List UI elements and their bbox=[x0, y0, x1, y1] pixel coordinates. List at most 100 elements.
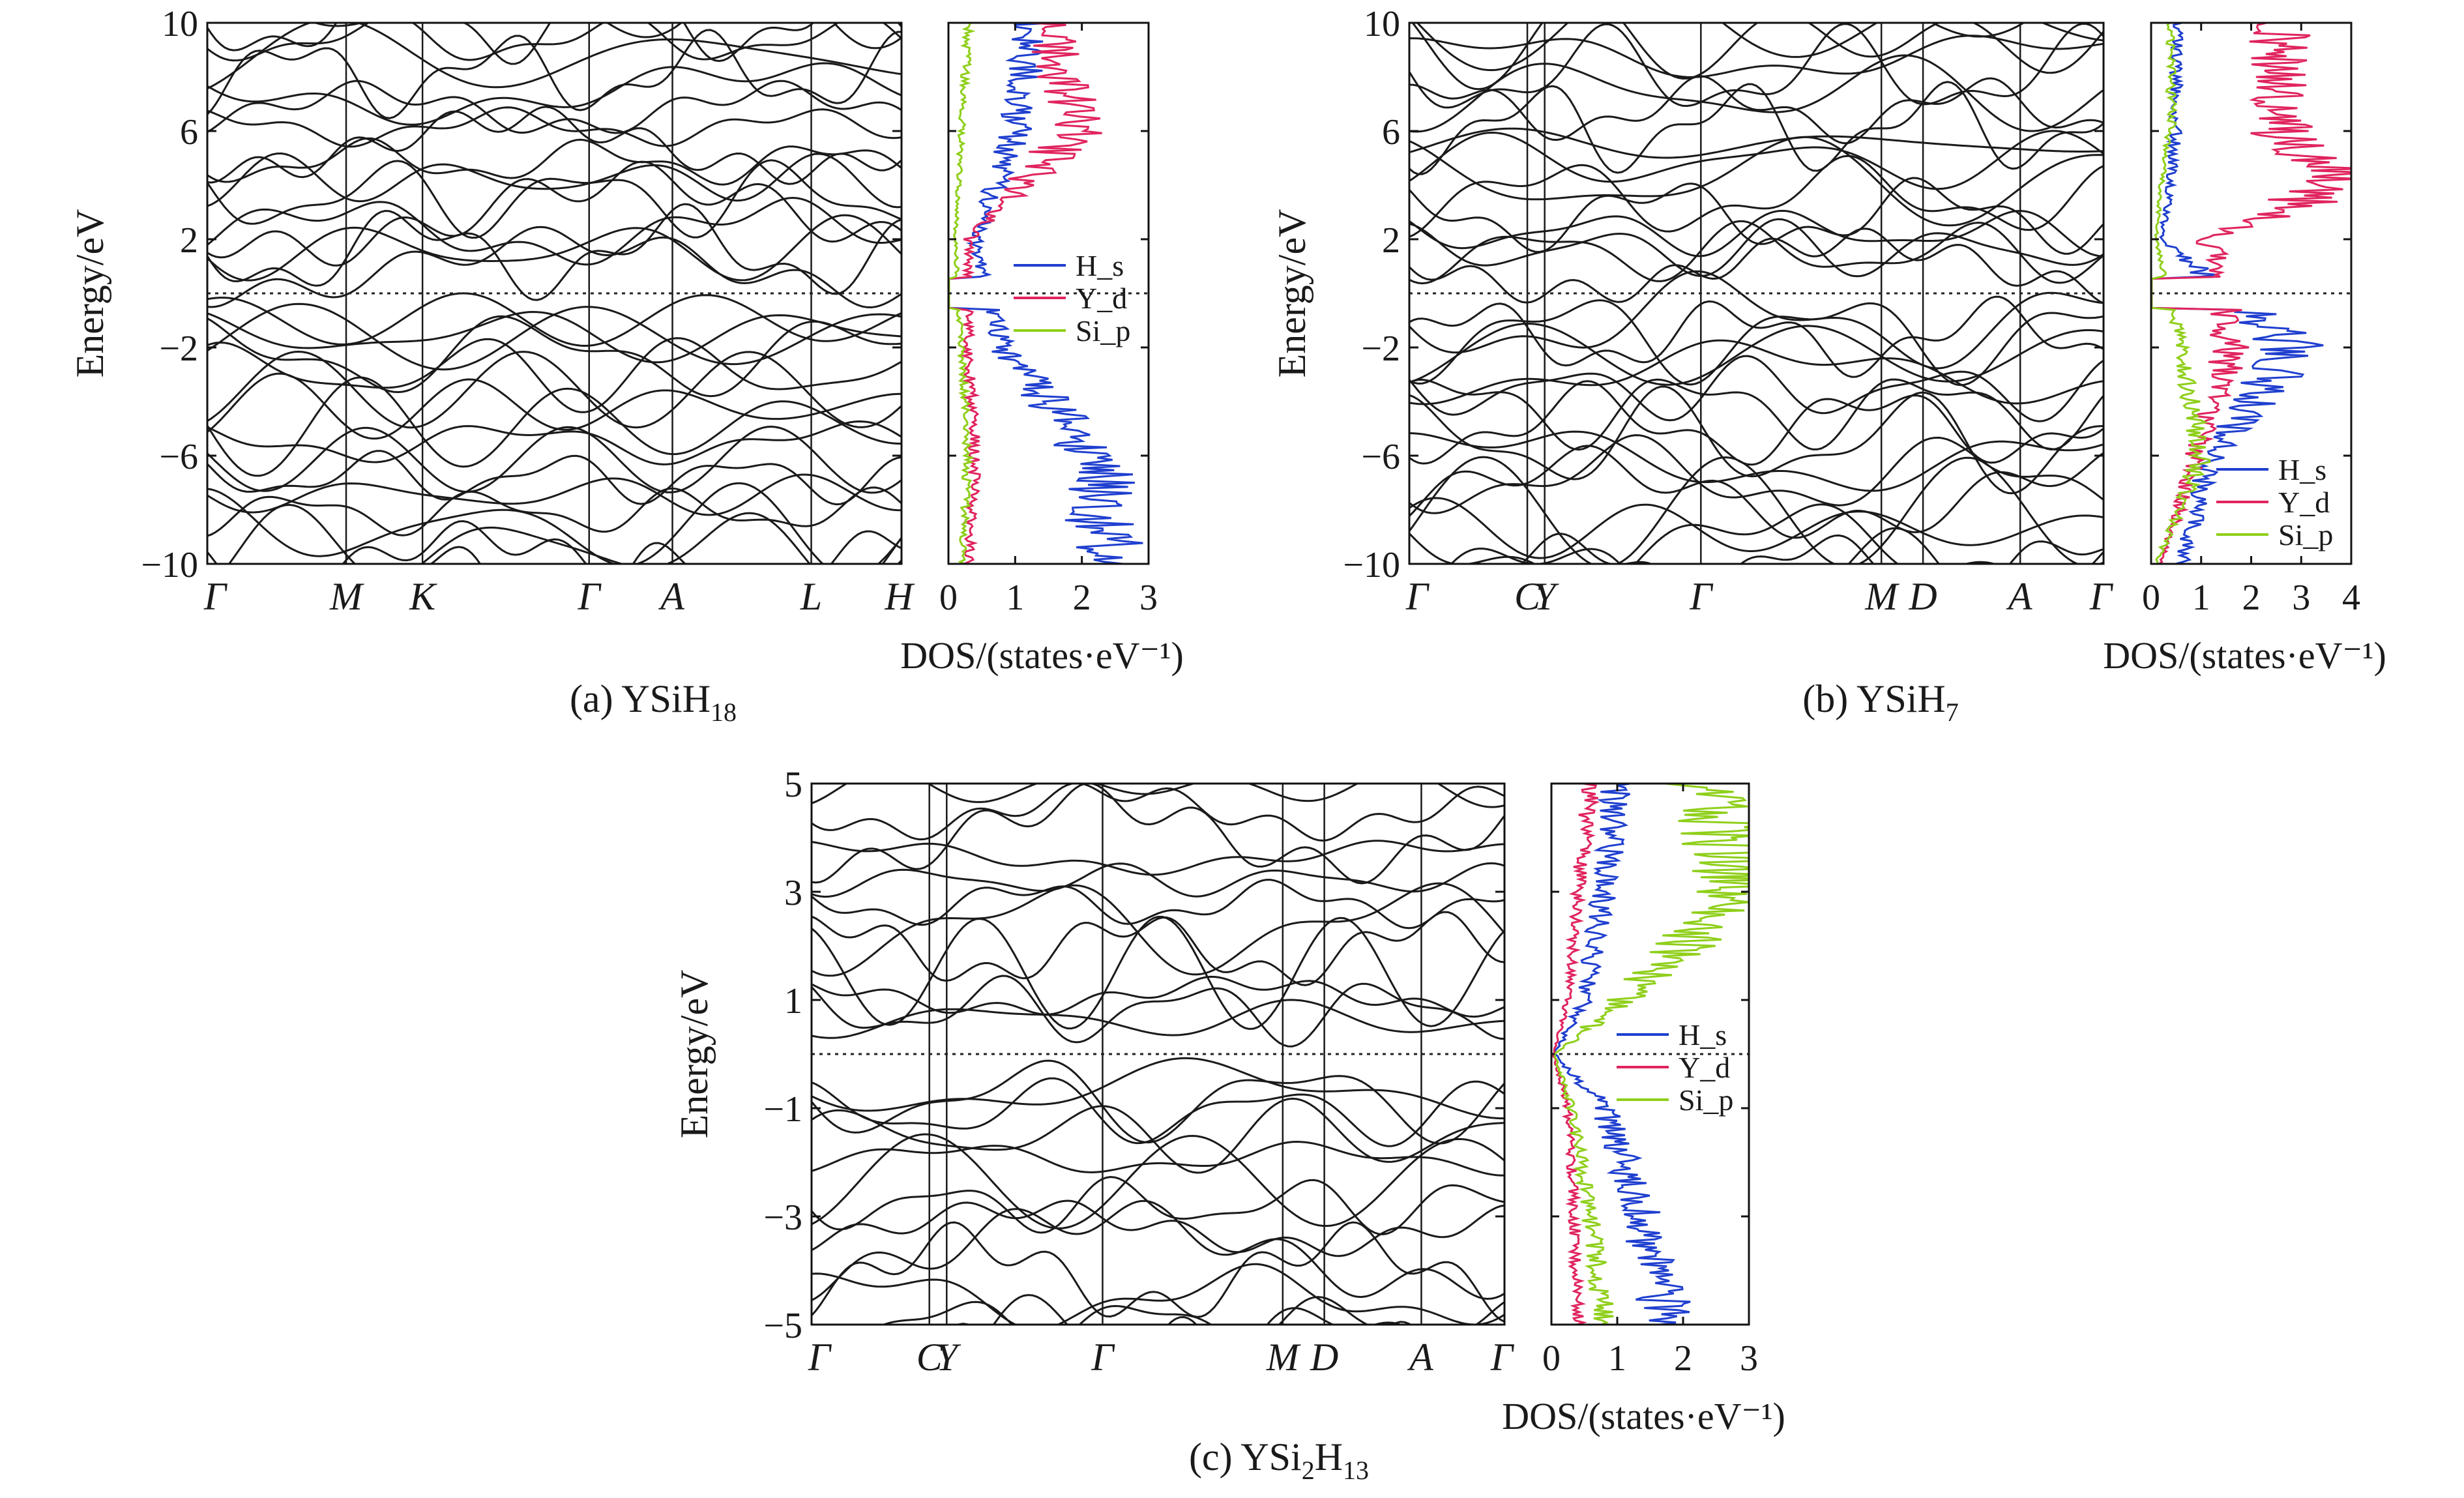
band-line bbox=[207, 376, 902, 477]
kpoint-label: A bbox=[658, 575, 684, 618]
band-line bbox=[207, 482, 902, 564]
kpoint-label: Y bbox=[1534, 575, 1559, 618]
dos-xtick-label: 0 bbox=[1542, 1338, 1561, 1379]
band-line bbox=[1409, 299, 2104, 387]
band-line bbox=[812, 1077, 1504, 1147]
dos-xtick-label: 1 bbox=[1006, 578, 1024, 618]
ytick-label: 10 bbox=[1364, 4, 1400, 44]
kpoint-label: Γ bbox=[203, 575, 228, 618]
panel-caption: (c) YSi2H13 bbox=[1189, 1435, 1369, 1485]
band-line bbox=[1409, 355, 2104, 422]
kpoint-label: Γ bbox=[578, 575, 602, 618]
band-line bbox=[812, 1097, 1504, 1174]
dos-xtick-label: 2 bbox=[1674, 1338, 1692, 1379]
kpoint-label: D bbox=[1908, 575, 1937, 618]
dos-curve-si-p bbox=[948, 23, 976, 564]
band-frame bbox=[810, 782, 1506, 1326]
dos-xtick-label: 1 bbox=[1608, 1338, 1626, 1379]
band-line bbox=[207, 425, 902, 494]
legend-label: Si_p bbox=[1076, 314, 1130, 347]
band-line bbox=[1409, 130, 2104, 190]
band-line bbox=[207, 106, 902, 148]
band-line bbox=[207, 80, 902, 134]
band-line bbox=[812, 724, 1504, 758]
kpoint-label: Y bbox=[936, 1336, 961, 1379]
kpoint-label: C bbox=[917, 1336, 943, 1379]
band-line bbox=[1409, 220, 2104, 285]
caption-text: (c) YSi bbox=[1189, 1435, 1302, 1478]
band-line bbox=[812, 1221, 1504, 1323]
band-line bbox=[1409, 434, 2104, 514]
kpoint-label: H bbox=[884, 575, 915, 618]
band-line bbox=[812, 975, 1504, 1018]
band-line bbox=[207, 23, 902, 62]
band-line bbox=[207, 214, 902, 282]
ytick-label: −3 bbox=[763, 1197, 802, 1238]
ytick-label: 2 bbox=[180, 220, 198, 261]
band-line bbox=[812, 1263, 1504, 1325]
dos-xtick-label: 3 bbox=[1139, 578, 1158, 618]
legend-label: H_s bbox=[2278, 453, 2326, 486]
band-line bbox=[207, 203, 902, 301]
y-axis-label: Energy/eV bbox=[673, 970, 716, 1139]
ytick-label: −6 bbox=[159, 437, 198, 477]
band-line bbox=[812, 1175, 1504, 1236]
kpoint-label: C bbox=[1514, 575, 1541, 618]
band-line bbox=[1450, 527, 1941, 564]
band-line bbox=[812, 999, 1504, 1039]
band-line bbox=[1416, 23, 2104, 72]
band-line bbox=[1409, 127, 2104, 159]
band-line bbox=[207, 106, 902, 185]
legend-label: Y_d bbox=[1679, 1051, 1730, 1084]
band-line bbox=[812, 1133, 1504, 1229]
band-line bbox=[956, 1315, 1413, 1325]
dos-xtick-label: 4 bbox=[2342, 578, 2360, 618]
legend-label: Si_p bbox=[2278, 518, 2333, 551]
ytick-label: −10 bbox=[1343, 545, 1400, 585]
band-line bbox=[1409, 503, 2104, 564]
band-line bbox=[812, 1140, 1504, 1177]
kpoint-label: L bbox=[800, 575, 822, 618]
band-frame bbox=[206, 22, 903, 565]
band-line bbox=[812, 784, 1504, 808]
band-line bbox=[1409, 270, 2104, 370]
caption-subscript: 13 bbox=[1343, 1456, 1369, 1485]
kpoint-label: Γ bbox=[1490, 1336, 1515, 1379]
band-line bbox=[207, 23, 902, 65]
dos-xtick-label: 0 bbox=[2142, 578, 2160, 618]
band-line bbox=[207, 450, 902, 506]
panel-a: −10 −6 −2 2 6 10 Energy/eV Γ M K Γ A L H 0 1 2 3 DOS/(stat… bbox=[68, 4, 1184, 727]
dos-x-axis-label: DOS/(states·eV⁻¹) bbox=[2103, 634, 2386, 677]
band-line bbox=[812, 784, 1504, 842]
band-line bbox=[1409, 218, 2104, 278]
kpoint-label: A bbox=[1407, 1336, 1433, 1379]
legend-label: Y_d bbox=[2278, 486, 2330, 519]
band-line bbox=[1409, 430, 2104, 492]
band-line bbox=[812, 745, 1504, 780]
kpoint-label: D bbox=[1310, 1336, 1338, 1379]
legend-label: H_s bbox=[1679, 1018, 1727, 1051]
band-line bbox=[207, 315, 902, 398]
band-line bbox=[812, 1199, 1504, 1257]
band-line bbox=[1409, 378, 2104, 451]
band-frame bbox=[1408, 22, 2105, 565]
ytick-label: −2 bbox=[1361, 329, 1400, 369]
band-line bbox=[812, 879, 1504, 930]
band-line bbox=[207, 160, 902, 267]
ytick-label: −5 bbox=[763, 1306, 802, 1346]
dos-xtick-label: 2 bbox=[1073, 578, 1091, 618]
legend-label: H_s bbox=[1076, 249, 1124, 282]
ytick-label: 2 bbox=[1382, 220, 1400, 261]
legend-label: Si_p bbox=[1679, 1083, 1733, 1117]
kpoint-label: Γ bbox=[808, 1336, 832, 1379]
band-line bbox=[207, 137, 902, 186]
band-line bbox=[1409, 445, 2104, 539]
kpoint-label: Γ bbox=[1405, 575, 1430, 618]
band-lines bbox=[207, 23, 902, 564]
band-line bbox=[207, 226, 902, 309]
band-line bbox=[1409, 75, 2104, 145]
caption-subscript: 2 bbox=[1302, 1456, 1315, 1485]
dos-xtick-label: 0 bbox=[939, 578, 958, 618]
dos-xtick-label: 1 bbox=[2192, 578, 2210, 618]
